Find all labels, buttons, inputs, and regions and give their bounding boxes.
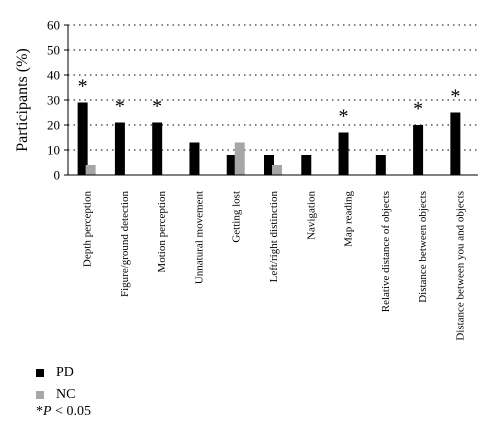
bar-chart: 0 10 20 30 40 50 60 * * * * * * Depth perception Fig…: [14, 18, 478, 341]
y-tick-label: 50: [47, 43, 60, 58]
note-rest: < 0.05: [51, 404, 91, 419]
bar-pd: [264, 155, 274, 175]
legend-swatch-pd: [36, 369, 44, 377]
category-label: Motion perception: [156, 191, 168, 273]
y-tick-label: 60: [47, 18, 60, 33]
category-label: Map reading: [343, 191, 355, 247]
note-p: P: [43, 404, 52, 419]
bar-pd: [152, 122, 163, 175]
significance-star: *: [78, 76, 88, 98]
bar-pd: [450, 112, 461, 175]
y-tick-label: 0: [54, 168, 61, 183]
bar-pd: [226, 155, 237, 175]
y-tick-label: 40: [47, 68, 60, 83]
legend-swatch-nc: [36, 391, 44, 399]
significance-star: *: [450, 86, 460, 108]
category-label: Unnatural movement: [193, 191, 205, 284]
bar-pd: [189, 142, 200, 175]
bar-nc: [272, 165, 282, 175]
y-tick-label: 30: [47, 93, 60, 108]
category-label: Figure/ground detection: [119, 191, 131, 298]
significance-star: *: [152, 96, 162, 118]
category-label: Depth perception: [82, 191, 94, 268]
bar-pd: [375, 155, 386, 175]
bar-pd: [77, 102, 88, 175]
legend: PD NC: [36, 362, 75, 406]
y-axis-label: Participants (%): [14, 48, 31, 152]
category-label: Distance between objects: [417, 191, 429, 303]
bar-pd: [114, 122, 125, 175]
significance-note: *P < 0.05: [36, 404, 91, 420]
note-star: *: [36, 404, 43, 419]
legend-item-nc: NC: [36, 384, 75, 406]
category-labels: Depth perception Figure/ground detection M…: [82, 191, 467, 341]
category-label: Navigation: [305, 191, 317, 240]
y-tick-label: 20: [47, 118, 60, 133]
bar-nc: [85, 165, 96, 175]
category-label: Relative distance of objects: [380, 191, 392, 312]
legend-label-nc: NC: [56, 387, 76, 402]
bar-pd: [301, 155, 312, 175]
bar-pd: [338, 132, 349, 175]
y-tick-label: 10: [47, 143, 60, 158]
category-label: Distance between you and objects: [454, 191, 466, 341]
legend-item-pd: PD: [36, 362, 75, 384]
legend-label-pd: PD: [56, 365, 74, 380]
bars: [77, 102, 461, 175]
y-axis-ticks: 0 10 20 30 40 50 60: [47, 18, 68, 183]
category-label: Getting lost: [231, 191, 243, 243]
category-label: Left/right distinction: [268, 191, 280, 283]
significance-star: *: [339, 106, 349, 128]
bar-nc: [234, 142, 245, 175]
significance-markers: * * * * * *: [78, 76, 461, 128]
significance-star: *: [115, 96, 125, 118]
significance-star: *: [413, 98, 423, 120]
grid-lines: [68, 24, 478, 151]
bar-pd: [413, 125, 424, 175]
